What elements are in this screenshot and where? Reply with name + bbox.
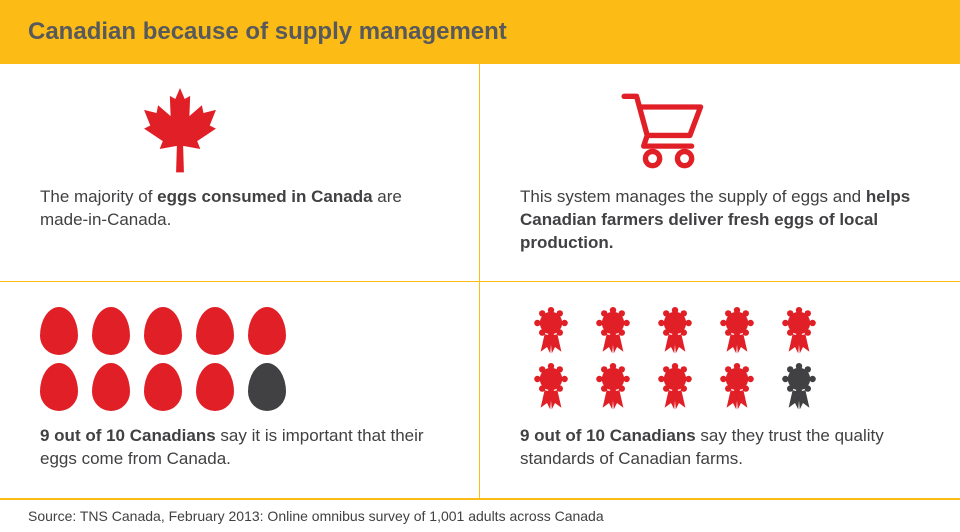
panel-text: This system manages the supply of eggs a…	[520, 186, 920, 255]
ribbon-icon	[654, 363, 696, 411]
icon-holder	[40, 86, 440, 176]
panel-bottom-left: 9 out of 10 Canadians say it is importan…	[0, 281, 480, 498]
panel-text: 9 out of 10 Canadians say it is importan…	[40, 425, 440, 471]
ribbon-icon	[716, 307, 758, 355]
ribbon-icon	[530, 363, 572, 411]
egg-row	[40, 363, 440, 411]
ribbon-icon	[778, 363, 820, 411]
egg-icon	[144, 363, 182, 411]
panel-top-right: This system manages the supply of eggs a…	[480, 64, 960, 281]
panel-top-left: The majority of eggs consumed in Canada …	[0, 64, 480, 281]
ribbon-icon	[778, 307, 820, 355]
egg-icon	[248, 363, 286, 411]
ribbon-icon	[592, 363, 634, 411]
maple-leaf-icon	[140, 88, 220, 174]
egg-row	[40, 307, 440, 355]
ribbon-icon	[716, 363, 758, 411]
egg-icon	[40, 363, 78, 411]
panel-text: 9 out of 10 Canadians say they trust the…	[520, 425, 920, 471]
egg-icon	[196, 307, 234, 355]
source-text: Source: TNS Canada, February 2013: Onlin…	[0, 500, 960, 532]
egg-icon	[144, 307, 182, 355]
egg-icon	[92, 363, 130, 411]
ribbon-rows	[520, 307, 920, 411]
ribbon-icon	[654, 307, 696, 355]
stat-bold: 9 out of 10 Canadians	[520, 426, 696, 445]
egg-icon	[92, 307, 130, 355]
header: Canadian because of supply management	[0, 0, 960, 64]
ribbon-icon	[592, 307, 634, 355]
row-divider	[0, 281, 960, 282]
text-pre: This system manages the supply of eggs a…	[520, 187, 866, 206]
egg-icon	[196, 363, 234, 411]
ribbon-icon	[530, 307, 572, 355]
stat-bold: 9 out of 10 Canadians	[40, 426, 216, 445]
icon-holder	[520, 86, 920, 176]
egg-icon	[248, 307, 286, 355]
panel-bottom-right: 9 out of 10 Canadians say they trust the…	[480, 281, 960, 498]
panel-text: The majority of eggs consumed in Canada …	[40, 186, 440, 232]
ribbon-row	[520, 307, 920, 355]
shopping-cart-icon	[620, 91, 710, 171]
page-title: Canadian because of supply management	[28, 18, 507, 45]
ribbon-row	[520, 363, 920, 411]
text-bold: eggs consumed in Canada	[157, 187, 372, 206]
text-pre: The majority of	[40, 187, 157, 206]
egg-icon	[40, 307, 78, 355]
egg-rows	[40, 307, 440, 411]
